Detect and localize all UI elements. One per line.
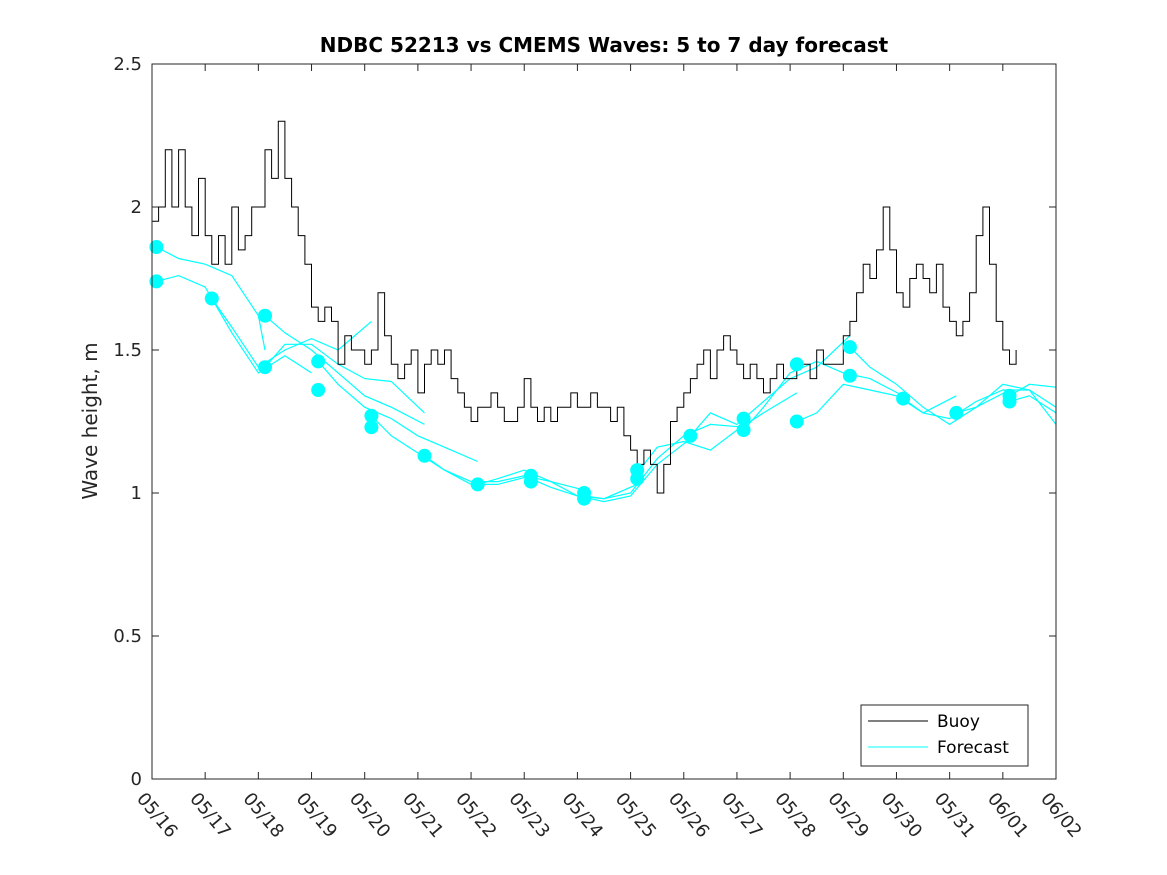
forecast-marker — [417, 448, 432, 463]
legend-box — [860, 704, 1029, 767]
forecast-marker — [470, 477, 485, 492]
forecast-marker — [149, 274, 164, 289]
y-tick-label: 2.5 — [113, 54, 142, 75]
forecast-marker — [149, 240, 164, 254]
forecast-marker — [842, 368, 857, 383]
forecast-line — [636, 392, 798, 474]
y-tick-label: 1.5 — [113, 340, 142, 361]
forecast-marker — [577, 491, 592, 506]
forecast-marker — [311, 354, 326, 369]
y-tick-label: 0.5 — [113, 626, 142, 647]
series-layer — [149, 120, 1057, 506]
chart-title: NDBC 52213 vs CMEMS Waves: 5 to 7 day fo… — [320, 33, 889, 57]
forecast-marker — [523, 474, 538, 489]
forecast-line — [264, 315, 425, 425]
forecast-marker — [364, 408, 379, 423]
forecast-line — [156, 246, 266, 351]
legend: Buoy Forecast — [860, 704, 1029, 767]
forecast-marker — [311, 383, 326, 397]
forecast-line — [317, 361, 478, 463]
forecast-marker — [789, 414, 804, 429]
legend-label-forecast: Forecast — [937, 738, 1009, 758]
forecast-marker — [789, 357, 804, 372]
forecast-marker — [258, 360, 272, 375]
forecast-marker — [736, 423, 751, 438]
y-tick-label: 0 — [131, 769, 142, 790]
forecast-marker — [364, 420, 379, 435]
plot-frame — [151, 63, 1057, 780]
forecast-line — [156, 274, 312, 374]
forecast-marker — [630, 471, 645, 486]
y-axis: 0 0.5 1 1.5 2 2.5 — [113, 54, 1056, 790]
forecast-marker — [896, 391, 911, 406]
buoy-line — [152, 120, 1017, 494]
forecast-marker — [842, 340, 857, 355]
y-axis-title: Wave height, m — [78, 342, 102, 499]
forecast-line — [1009, 383, 1057, 397]
forecast-marker — [1002, 394, 1017, 409]
y-tick-label: 1 — [131, 483, 142, 504]
forecast-line — [584, 423, 744, 500]
forecast-marker — [258, 308, 272, 323]
forecast-marker — [683, 428, 698, 443]
forecast-marker — [949, 405, 964, 420]
forecast-marker — [736, 411, 751, 426]
legend-label-buoy: Buoy — [937, 712, 980, 732]
plot-area — [152, 64, 1056, 779]
y-tick-label: 2 — [131, 197, 142, 218]
forecast-marker — [204, 291, 219, 306]
